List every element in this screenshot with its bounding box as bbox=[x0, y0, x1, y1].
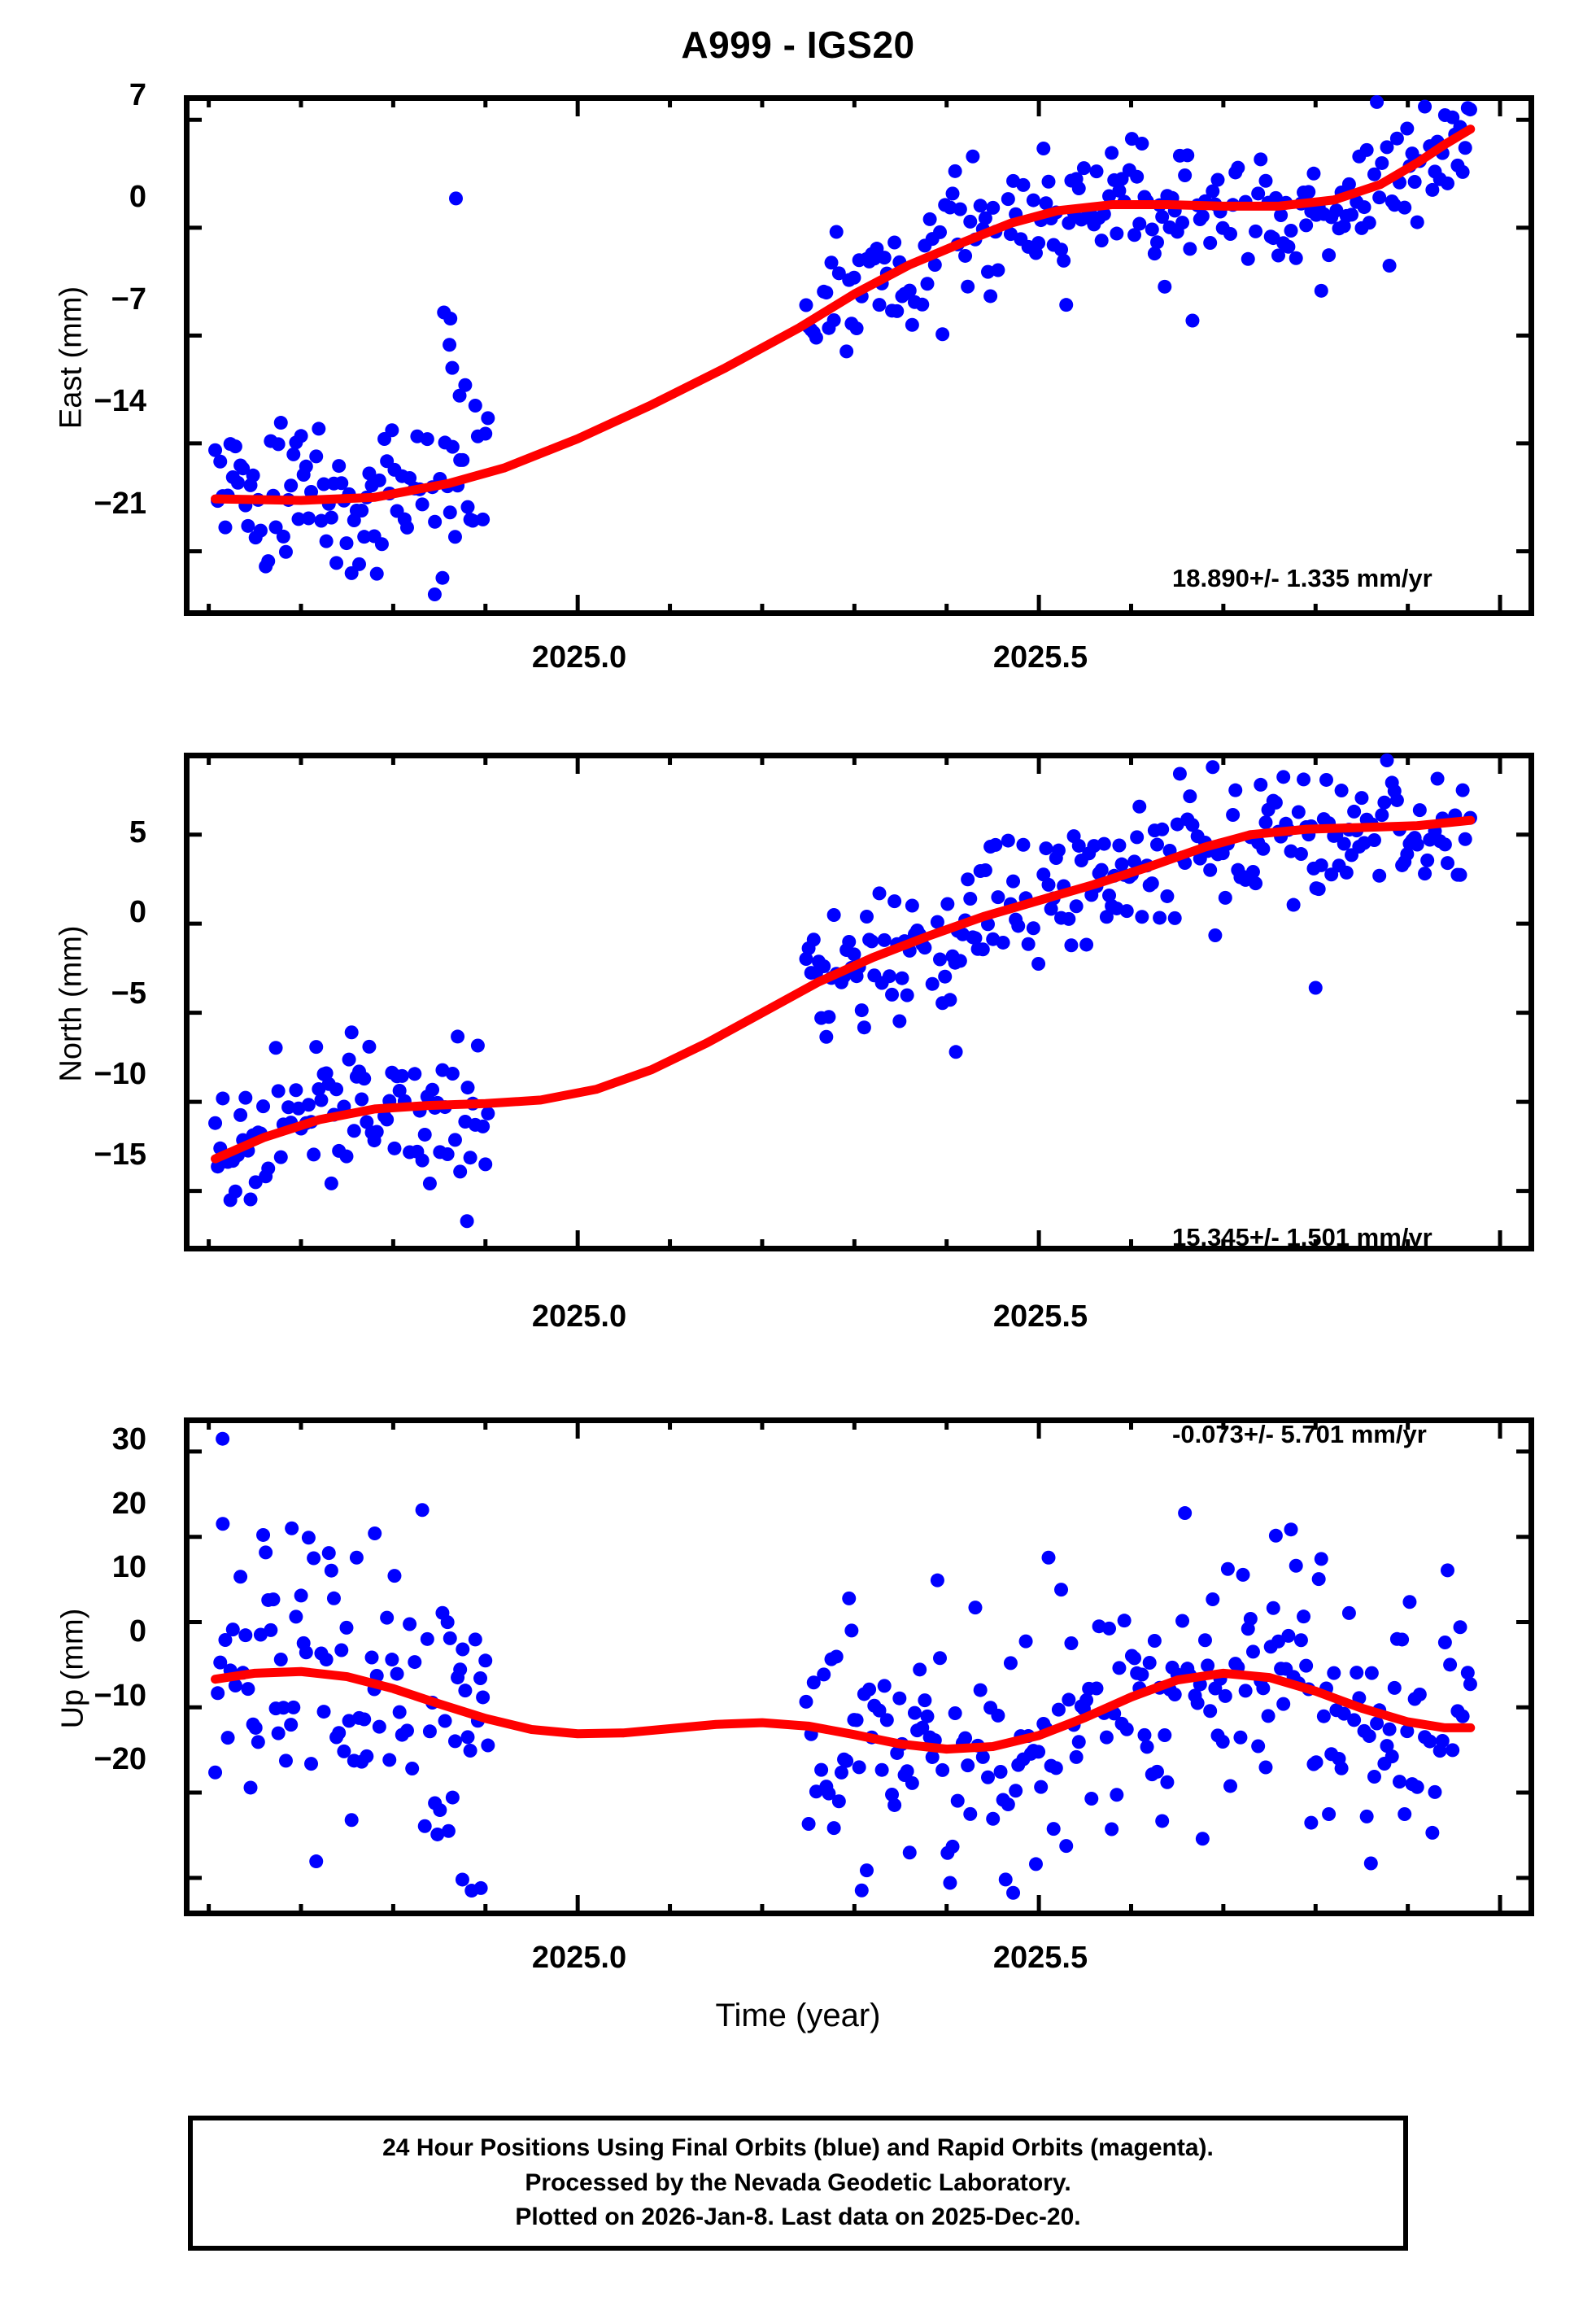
panel-up-xtick-2025-5: 2025.5 bbox=[992, 1941, 1088, 1975]
x-tick-marks bbox=[184, 753, 1534, 1251]
data-points bbox=[208, 1431, 1477, 1900]
caption-line-2: Processed by the Nevada Geodetic Laborat… bbox=[525, 2168, 1071, 2196]
panel-east bbox=[184, 95, 1534, 616]
panel-north-ytick-1: 0 bbox=[129, 895, 146, 929]
panel-north-ytick-4: −15 bbox=[94, 1138, 146, 1172]
panel-east-ylabel: East (mm) bbox=[54, 286, 89, 430]
panel-north-plot-area bbox=[184, 753, 1534, 1251]
panel-east-ytick-4: −21 bbox=[94, 487, 146, 521]
panel-up-xtick-2025-0: 2025.0 bbox=[531, 1941, 627, 1975]
panel-up-ytick-0: 30 bbox=[111, 1422, 146, 1457]
panel-east-xtick-2025-5: 2025.5 bbox=[992, 640, 1088, 675]
panel-north-xtick-2025-5: 2025.5 bbox=[992, 1299, 1088, 1334]
panel-east-ytick-3: −14 bbox=[94, 384, 146, 418]
x-tick-marks bbox=[184, 95, 1534, 616]
panel-north-ytick-2: −5 bbox=[111, 976, 146, 1011]
panel-up-ytick-5: −20 bbox=[94, 1742, 146, 1776]
panel-east-rate-annotation: 18.890+/- 1.335 mm/yr bbox=[1172, 564, 1432, 592]
panel-up-ytick-4: −10 bbox=[94, 1679, 146, 1713]
panel-up bbox=[184, 1417, 1534, 1916]
caption-line-1: 24 Hour Positions Using Final Orbits (bl… bbox=[382, 2134, 1214, 2162]
panel-up-plot-area bbox=[184, 1417, 1534, 1916]
panel-north-rate-annotation: 15.345+/- 1.501 mm/yr bbox=[1172, 1223, 1432, 1251]
model-curve bbox=[211, 124, 1476, 505]
panel-east-ytick-2: −7 bbox=[111, 282, 146, 317]
panel-east-ytick-0: 7 bbox=[129, 78, 146, 112]
panel-east-xtick-2025-0: 2025.0 bbox=[531, 640, 627, 675]
data-points bbox=[208, 753, 1477, 1229]
caption-box: 24 Hour Positions Using Final Orbits (bl… bbox=[188, 2116, 1408, 2251]
panel-north-xtick-2025-0: 2025.0 bbox=[531, 1299, 627, 1334]
panel-up-rate-annotation: -0.073+/- 5.701 mm/yr bbox=[1172, 1420, 1427, 1448]
x-tick-marks bbox=[184, 1417, 1534, 1916]
page-title: A999 - IGS20 bbox=[681, 24, 915, 66]
caption-line-3: Plotted on 2026-Jan-8. Last data on 2025… bbox=[515, 2203, 1081, 2231]
model-curve bbox=[211, 1666, 1476, 1754]
x-axis-title: Time (year) bbox=[715, 1998, 881, 2033]
panel-north bbox=[184, 753, 1534, 1251]
panel-north-ytick-3: −10 bbox=[94, 1057, 146, 1091]
panel-up-ytick-3: 0 bbox=[129, 1614, 146, 1649]
data-points bbox=[208, 95, 1477, 601]
model-curve bbox=[211, 815, 1476, 1164]
panel-north-ytick-0: 5 bbox=[129, 815, 146, 849]
panel-east-ytick-1: 0 bbox=[129, 180, 146, 214]
panel-up-ytick-1: 20 bbox=[111, 1487, 146, 1521]
panel-up-ytick-2: 10 bbox=[111, 1550, 146, 1584]
panel-east-plot-area bbox=[184, 95, 1534, 616]
